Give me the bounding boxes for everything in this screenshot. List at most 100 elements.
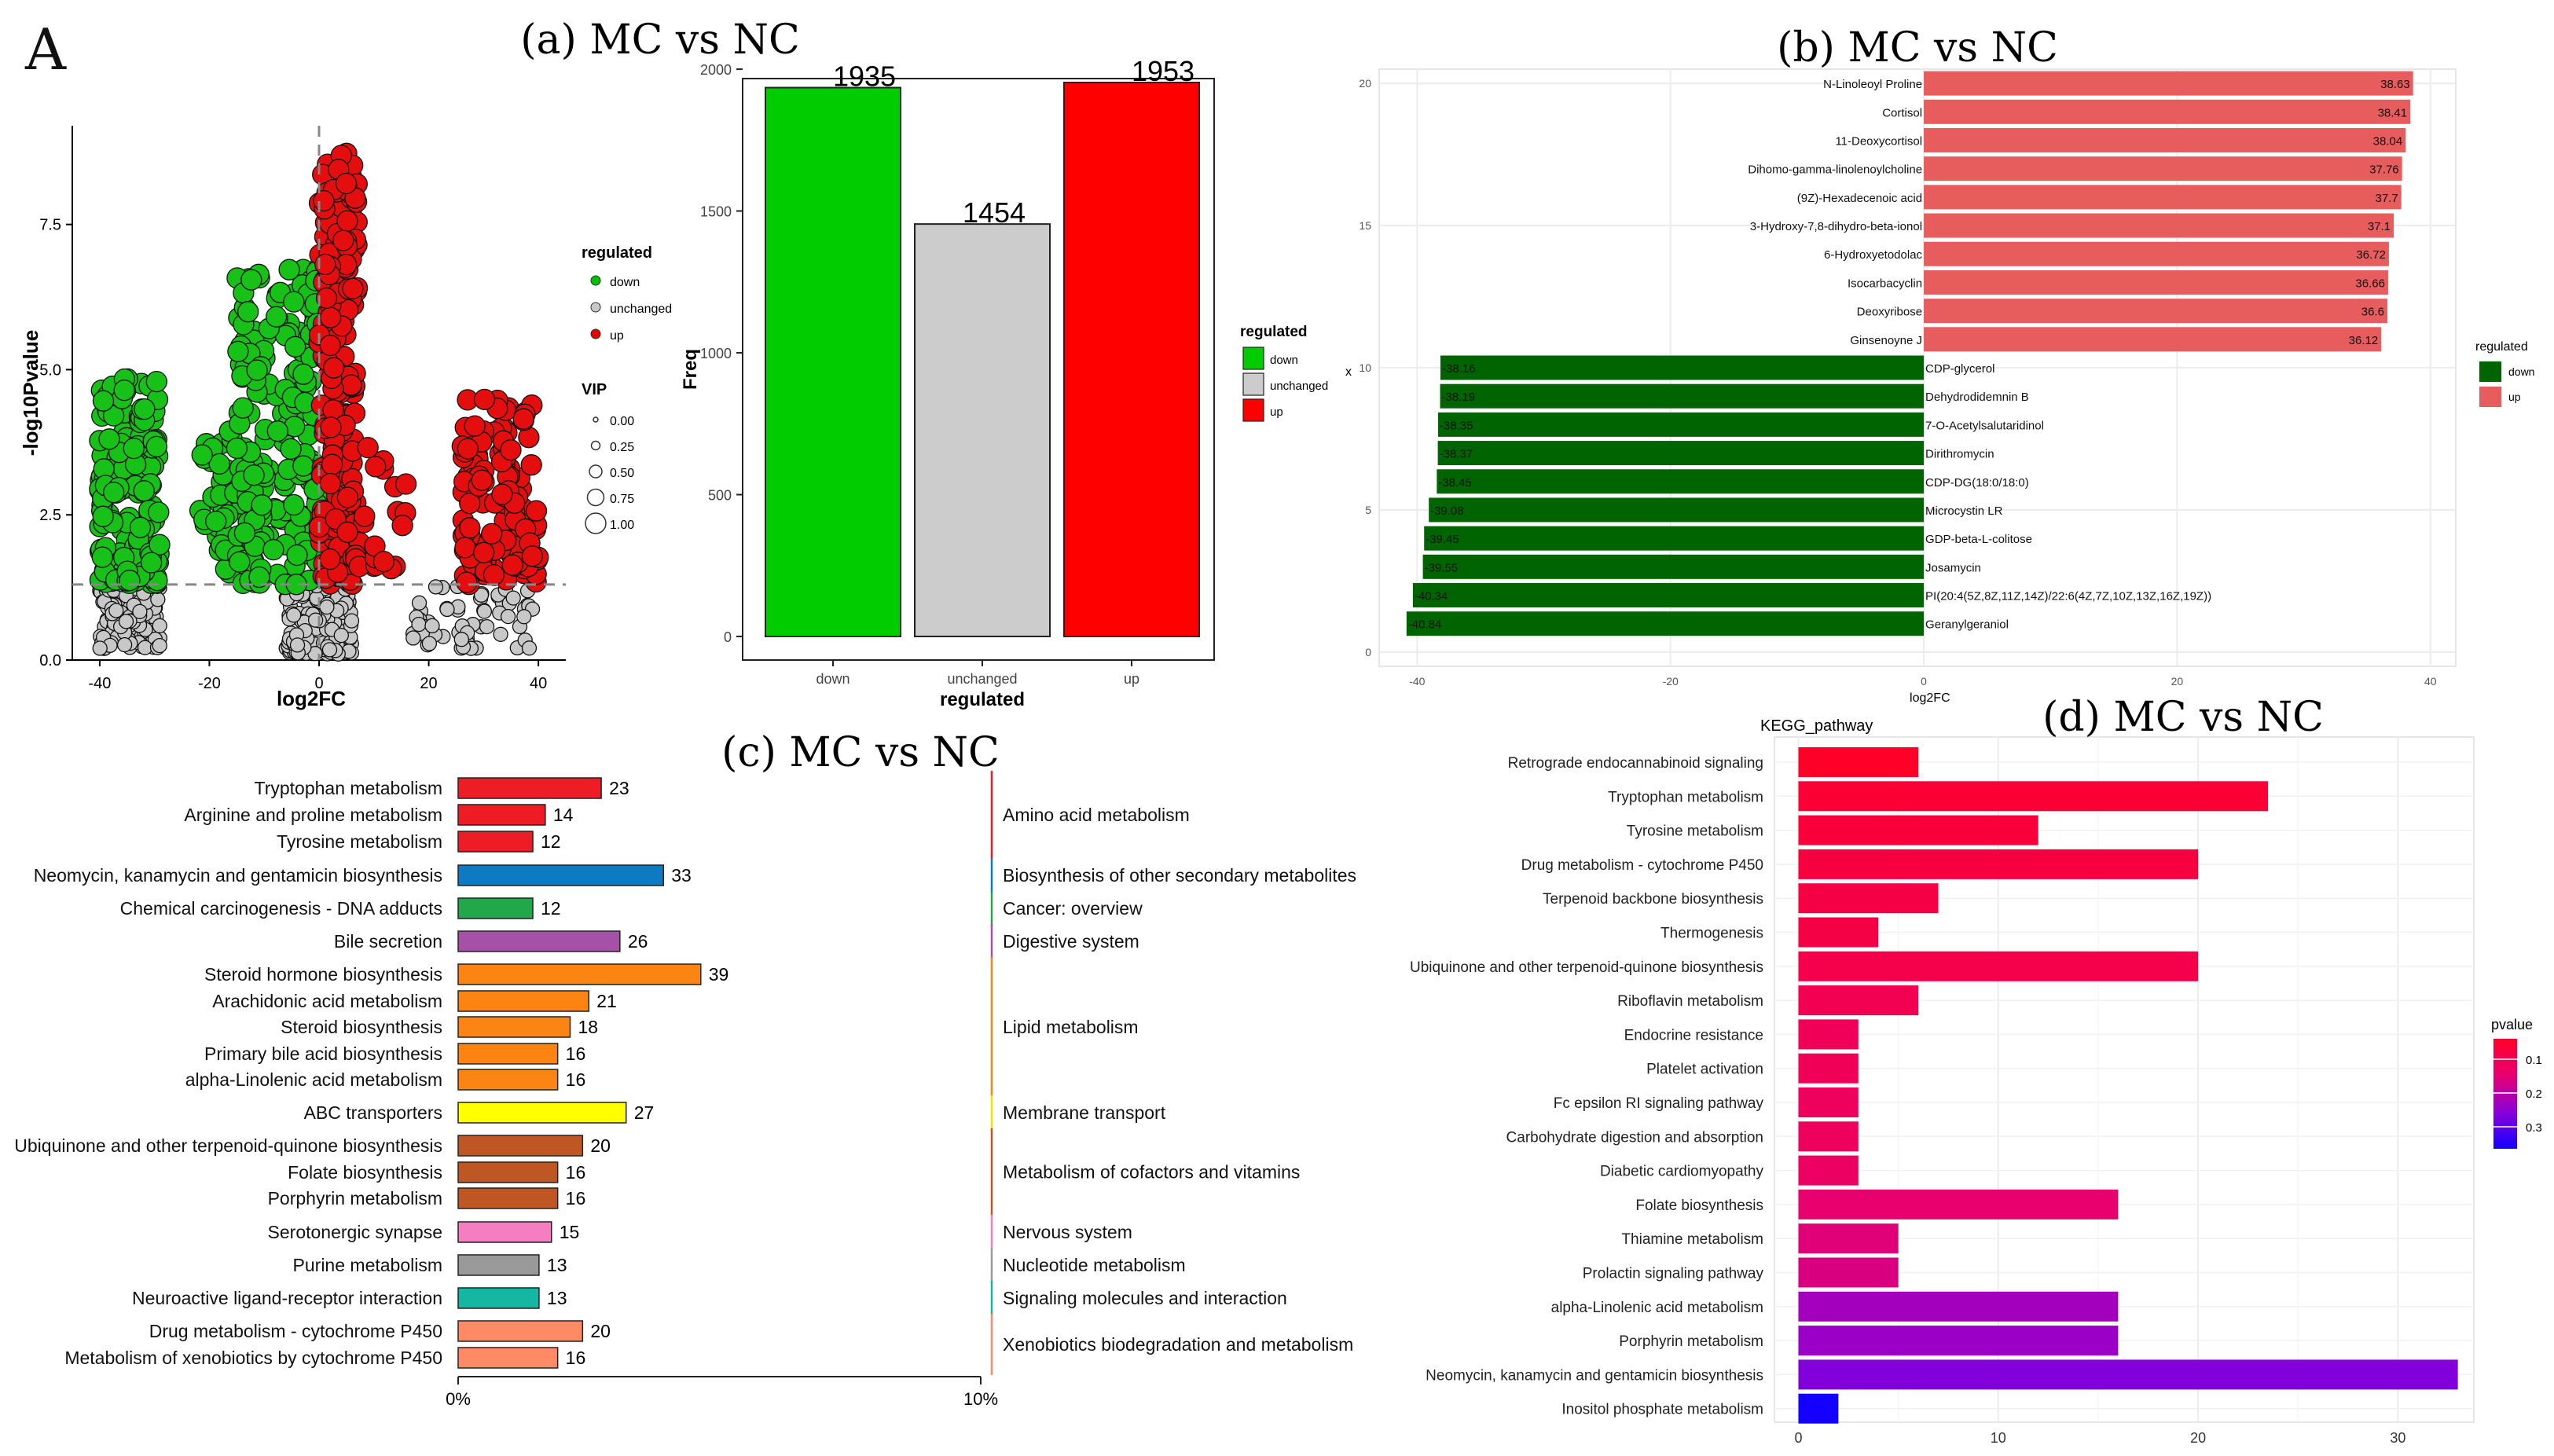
volcano-point-up xyxy=(394,473,417,495)
panel-b-bar-name: Cortisol xyxy=(1882,106,1922,119)
panel-b-bar-value: -38.35 xyxy=(1440,419,1473,432)
volcano-size-legend-label: 0.75 xyxy=(610,493,634,506)
panel-b-bar-name: 3-Hydroxy-7,8-dihydro-beta-ionol xyxy=(1750,220,1922,233)
panel-c-bar-value: 12 xyxy=(541,898,561,919)
figure-label: A xyxy=(24,17,67,83)
volcano-point-up xyxy=(335,172,358,195)
panel-c-group-label: Nucleotide metabolism xyxy=(1003,1255,1186,1275)
panel-c-row-label: Steroid biosynthesis xyxy=(281,1017,442,1037)
volcano-point-up xyxy=(372,550,395,573)
panel-c-bar-value: 16 xyxy=(566,1069,586,1090)
panel-b-x-label: log2FC xyxy=(1910,691,1950,705)
panel-b-bar-name: Josamycin xyxy=(1925,561,1981,574)
panel-d-row-label: Neomycin, kanamycin and gentamicin biosy… xyxy=(1426,1367,1763,1384)
panel-b-bar-up xyxy=(1924,156,2402,182)
panel-b-bar-value: 38.04 xyxy=(2373,134,2403,148)
panel-a-x-tick-label: down xyxy=(816,671,849,687)
volcano-point-down xyxy=(262,538,284,561)
panel-b-bar-value: -38.45 xyxy=(1438,476,1472,490)
panel-a-legend-swatch xyxy=(1242,372,1264,396)
panel-d-row-label: Fc epsilon RI signaling pathway xyxy=(1554,1095,1764,1112)
panel-d-x-tick-label: 10 xyxy=(1991,1430,2006,1446)
panel-d-row-label: Thermogenesis xyxy=(1660,926,1763,942)
panel-c-row-label: Chemical carcinogenesis - DNA adducts xyxy=(120,898,442,919)
panel-d-legend-title: pvalue xyxy=(2491,1017,2533,1032)
panel-a-y-tick-label: 1000 xyxy=(700,346,732,361)
panel-b-y-tick-label: 10 xyxy=(1359,361,1371,374)
volcano-y-tick-label: 5.0 xyxy=(39,361,61,379)
panel-a-y-label: Freq xyxy=(680,349,701,390)
panel-d-bar xyxy=(1798,1393,1839,1424)
panel-b-bar-value: 36.12 xyxy=(2349,334,2379,347)
panel-c-group-label: Nervous system xyxy=(1003,1222,1132,1242)
panel-c-bar-value: 18 xyxy=(578,1017,599,1037)
panel-b-bar-name: 11-Deoxycortisol xyxy=(1835,134,1922,148)
volcano-point-up xyxy=(471,469,493,491)
panel-c-row-label: Tryptophan metabolism xyxy=(255,778,442,798)
volcano-point-unchanged xyxy=(428,579,444,595)
volcano-point-up xyxy=(525,500,548,522)
panel-d-x-tick-label: 0 xyxy=(1795,1430,1803,1446)
volcano-size-legend-dot xyxy=(590,440,601,451)
panel-d-bar xyxy=(1798,1087,1859,1117)
panel-c-group-label: Amino acid metabolism xyxy=(1003,805,1190,825)
panel-b-bar-up xyxy=(1924,213,2394,238)
volcano-size-legend-dot xyxy=(585,512,607,534)
panel-b-bar-value: -38.37 xyxy=(1440,448,1473,461)
panel-b-bar-down xyxy=(1437,469,1925,494)
panel-b-bar-value: 37.76 xyxy=(2369,163,2399,177)
panel-c-title: (c) MC vs NC xyxy=(721,729,1000,776)
panel-c-x-tick-label: 0% xyxy=(446,1389,471,1409)
panel-c-bar xyxy=(457,1069,559,1091)
panel-c-row-label: Ubiquinone and other terpenoid-quinone b… xyxy=(14,1135,442,1156)
panel-d-row-label: Retrograde endocannabinoid signaling xyxy=(1508,755,1763,772)
panel-d-row-label: Folate biosynthesis xyxy=(1635,1197,1763,1214)
volcano-point-down xyxy=(129,516,152,538)
volcano-legend-label: down xyxy=(610,276,640,289)
volcano-point-up xyxy=(459,492,481,515)
volcano-point-unchanged xyxy=(289,637,306,653)
panel-b-bar-value: -39.45 xyxy=(1426,533,1459,546)
volcano-legend-dot xyxy=(590,275,601,286)
volcano-legend-label: up xyxy=(610,329,624,343)
panel-d-bar xyxy=(1798,985,1919,1016)
volcano-point-unchanged xyxy=(333,627,349,644)
volcano-point-unchanged xyxy=(521,640,538,656)
volcano-point-unchanged xyxy=(411,616,427,633)
volcano-size-legend-dot xyxy=(586,488,605,507)
panel-b-bar-down xyxy=(1440,355,1925,380)
panel-c-bar xyxy=(457,831,534,853)
volcano-legend-dot xyxy=(590,328,601,339)
panel-b-bar-value: 37.1 xyxy=(2368,220,2391,233)
panel-d-row-label: Diabetic cardiomyopathy xyxy=(1600,1164,1764,1180)
volcano-point-unchanged xyxy=(476,603,493,619)
volcano-point-down xyxy=(123,437,145,460)
panel-a-bar-unchanged xyxy=(914,223,1051,637)
volcano-point-up xyxy=(491,483,513,505)
volcano-point-down xyxy=(145,370,167,393)
volcano-point-unchanged xyxy=(505,590,521,606)
panel-c-bar xyxy=(457,930,621,952)
volcano-point-up xyxy=(332,229,354,251)
panel-d-bar xyxy=(1798,781,2269,812)
volcano-point-down xyxy=(243,464,265,486)
volcano-point-up xyxy=(521,545,544,567)
volcano-x-label: log2FC xyxy=(277,687,346,710)
panel-c-bar-value: 16 xyxy=(566,1348,586,1368)
volcano-point-unchanged xyxy=(343,613,360,629)
panel-b-bar-name: Ginsenoyne J xyxy=(1850,334,1922,347)
panel-b-legend-title: regulated xyxy=(2475,340,2528,354)
panel-b-bar-up xyxy=(1924,327,2382,352)
panel-c-bar-value: 20 xyxy=(590,1135,611,1156)
panel-c-bar xyxy=(457,1287,540,1309)
panel-c-bar xyxy=(457,963,702,985)
panel-c-bar xyxy=(457,1016,571,1038)
panel-b-bar-down xyxy=(1406,611,1925,636)
panel-c-bar-value: 27 xyxy=(634,1102,655,1123)
panel-a-legend-swatch xyxy=(1242,347,1264,370)
panel-b-y-tick-label: 20 xyxy=(1359,77,1371,90)
volcano-size-legend-label: 0.25 xyxy=(610,441,634,454)
volcano-x-tick-label: -20 xyxy=(198,675,221,692)
volcano-point-down xyxy=(266,420,288,442)
panel-d-row-label: Endocrine resistance xyxy=(1624,1027,1763,1043)
